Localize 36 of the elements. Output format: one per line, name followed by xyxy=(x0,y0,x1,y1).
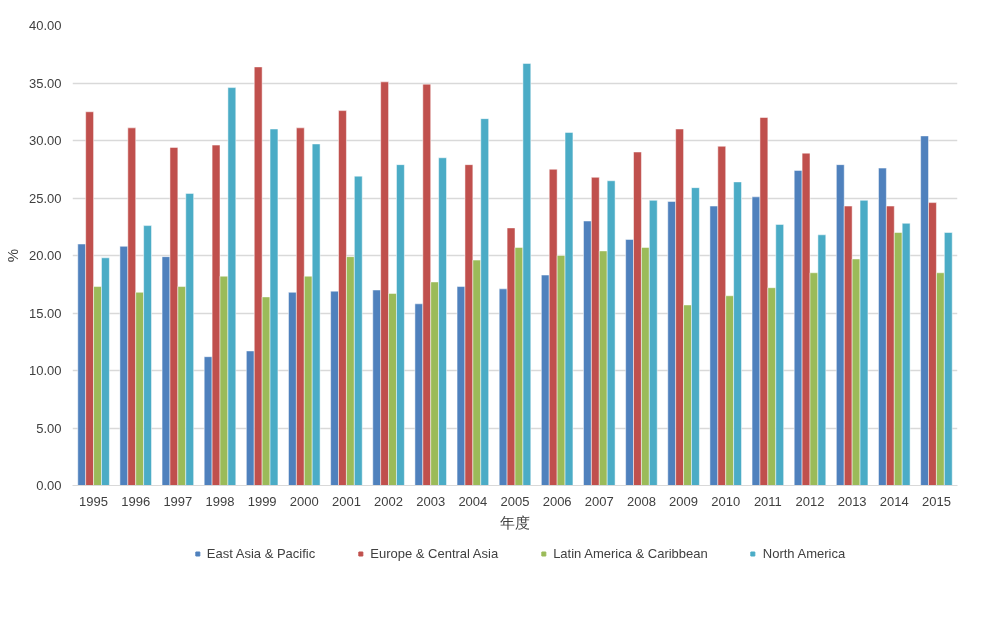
legend-label: North America xyxy=(762,545,846,561)
x-tick-label: 2010 xyxy=(711,493,741,509)
x-tick-label: 1999 xyxy=(247,493,277,509)
y-tick-label: 30.00 xyxy=(28,133,62,148)
x-tick-label: 2006 xyxy=(542,493,572,509)
x-tick-label: 2000 xyxy=(289,493,319,509)
x-tick-label: 2007 xyxy=(584,493,614,509)
x-tick-label: 2009 xyxy=(669,493,699,509)
x-tick-label: 2008 xyxy=(626,493,656,509)
x-tick-label: 2014 xyxy=(879,493,909,509)
x-tick-label: 2012 xyxy=(795,493,825,509)
y-tick-label: 10.00 xyxy=(28,363,62,378)
x-tick-label: 2005 xyxy=(500,493,530,509)
x-tick-label: 2004 xyxy=(458,493,488,509)
legend-label: East Asia & Pacific xyxy=(206,545,316,561)
y-tick-label: 25.00 xyxy=(28,190,62,206)
y-tick-label: 40.00 xyxy=(28,18,62,33)
x-tick-label: 2013 xyxy=(837,493,867,509)
x-tick-label: 1995 xyxy=(79,493,109,509)
x-tick-label: 2011 xyxy=(753,493,782,509)
y-tick-label: 0.00 xyxy=(36,478,62,493)
x-tick-label: 1997 xyxy=(163,493,193,509)
y-tick-label: 15.00 xyxy=(28,305,62,321)
legend-label: Europe & Central Asia xyxy=(370,545,499,561)
y-axis-title: % xyxy=(3,248,21,263)
x-tick-label: 2002 xyxy=(374,493,404,509)
x-tick-label: 2001 xyxy=(331,493,361,509)
legend-label: Latin America & Caribbean xyxy=(553,545,708,561)
y-tick-label: 5.00 xyxy=(36,420,62,436)
x-tick-label: 1998 xyxy=(205,493,235,509)
y-tick-label: 20.00 xyxy=(28,248,62,263)
x-tick-label: 2015 xyxy=(921,493,951,509)
y-tick-label: 35.00 xyxy=(28,75,62,91)
x-tick-label: 1996 xyxy=(121,493,151,509)
x-tick-label: 2003 xyxy=(416,493,446,509)
x-axis-title: 年度 xyxy=(500,513,530,531)
